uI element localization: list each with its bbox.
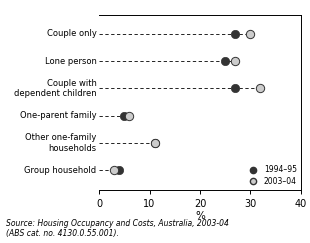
Point: [233, 32, 238, 36]
Legend: 1994–95, 2003–04: 1994–95, 2003–04: [246, 165, 297, 186]
Point: [112, 168, 117, 172]
Point: [152, 141, 157, 145]
Point: [233, 59, 238, 63]
Text: Source: Housing Occupancy and Costs, Australia, 2003-04
(ABS cat. no. 4130.0.55.: Source: Housing Occupancy and Costs, Aus…: [6, 219, 229, 238]
Point: [127, 114, 132, 118]
Point: [233, 87, 238, 90]
Point: [152, 141, 157, 145]
Point: [258, 87, 263, 90]
Point: [248, 32, 253, 36]
X-axis label: %: %: [195, 211, 205, 221]
Point: [223, 59, 228, 63]
Point: [117, 168, 122, 172]
Point: [122, 114, 127, 118]
